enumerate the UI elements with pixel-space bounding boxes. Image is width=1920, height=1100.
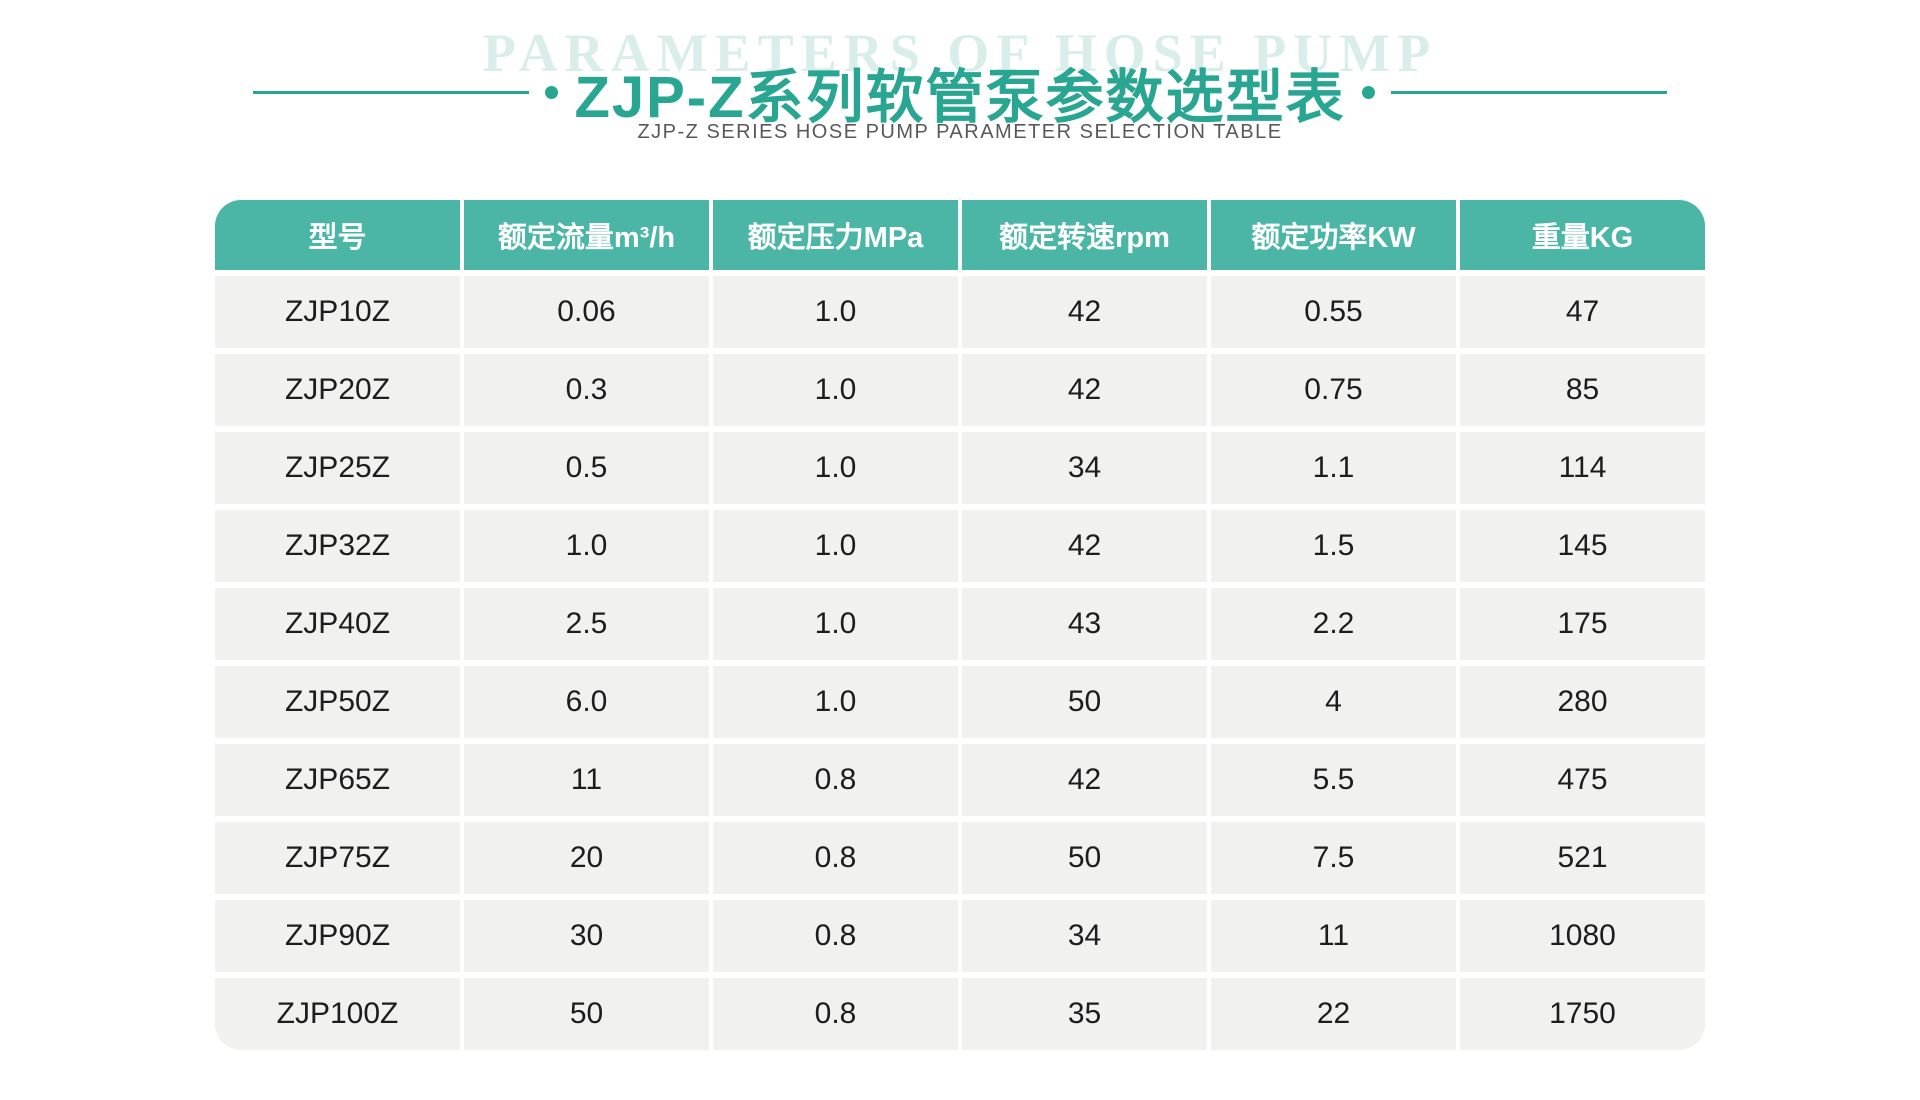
title-rule-right [1390,90,1667,94]
value-cell: 0.06 [464,276,709,348]
value-cell: 0.8 [713,744,958,816]
value-cell: 47 [1460,276,1705,348]
value-cell: 521 [1460,822,1705,894]
table-row: ZJP10Z 0.06 1.0 42 0.55 47 [215,276,1705,348]
title-row: ZJP-Z系列软管泵参数选型表 [0,50,1920,134]
column-header: 型号 [215,200,460,270]
model-cell: ZJP10Z [215,276,460,348]
value-cell: 0.75 [1211,354,1456,426]
value-cell: 43 [962,588,1207,660]
title-dot-left-icon [545,85,559,99]
table-row: ZJP25Z 0.5 1.0 34 1.1 114 [215,432,1705,504]
value-cell: 0.55 [1211,276,1456,348]
value-cell: 42 [962,276,1207,348]
model-cell: ZJP25Z [215,432,460,504]
value-cell: 1.0 [713,432,958,504]
value-cell: 1080 [1460,900,1705,972]
table-row: ZJP32Z 1.0 1.0 42 1.5 145 [215,510,1705,582]
model-cell: ZJP20Z [215,354,460,426]
value-cell: 50 [464,978,709,1050]
value-cell: 1750 [1460,978,1705,1050]
value-cell: 11 [464,744,709,816]
model-cell: ZJP50Z [215,666,460,738]
value-cell: 280 [1460,666,1705,738]
value-cell: 7.5 [1211,822,1456,894]
title-rule-left [253,90,530,94]
column-header: 额定功率KW [1211,200,1456,270]
column-header: 重量KG [1460,200,1705,270]
value-cell: 0.8 [713,900,958,972]
value-cell: 35 [962,978,1207,1050]
model-cell: ZJP65Z [215,744,460,816]
table-header: 型号 额定流量m³/h 额定压力MPa 额定转速rpm 额定功率KW 重量KG [215,200,1705,270]
spec-table: 型号 额定流量m³/h 额定压力MPa 额定转速rpm 额定功率KW 重量KG ZJP10… [211,194,1709,1056]
value-cell: 85 [1460,354,1705,426]
value-cell: 1.0 [464,510,709,582]
table-body: ZJP10Z 0.06 1.0 42 0.55 47 ZJP20Z 0.3 1.0 42 0.75 8… [215,276,1705,1050]
watermark-text: PARAMETERS OF HOSE PUMP [482,23,1438,83]
value-cell: 42 [962,354,1207,426]
model-cell: ZJP40Z [215,588,460,660]
value-cell: 0.8 [713,978,958,1050]
value-cell: 34 [962,432,1207,504]
value-cell: 1.0 [713,354,958,426]
value-cell: 42 [962,744,1207,816]
value-cell: 1.0 [713,276,958,348]
value-cell: 30 [464,900,709,972]
value-cell: 1.0 [713,510,958,582]
column-header: 额定压力MPa [713,200,958,270]
value-cell: 475 [1460,744,1705,816]
value-cell: 34 [962,900,1207,972]
value-cell: 2.2 [1211,588,1456,660]
value-cell: 1.0 [713,588,958,660]
table-row: ZJP50Z 6.0 1.0 50 4 280 [215,666,1705,738]
value-cell: 145 [1460,510,1705,582]
value-cell: 22 [1211,978,1456,1050]
title-dot-right-icon [1361,85,1375,99]
column-header: 额定转速rpm [962,200,1207,270]
value-cell: 114 [1460,432,1705,504]
value-cell: 50 [962,666,1207,738]
page-title: ZJP-Z系列软管泵参数选型表 [574,65,1346,130]
value-cell: 42 [962,510,1207,582]
column-header: 额定流量m³/h [464,200,709,270]
page-subtitle: ZJP-Z SERIES HOSE PUMP PARAMETER SELECTI… [637,121,1283,143]
value-cell: 0.8 [713,822,958,894]
model-cell: ZJP32Z [215,510,460,582]
table-row: ZJP20Z 0.3 1.0 42 0.75 85 [215,354,1705,426]
model-cell: ZJP90Z [215,900,460,972]
table-row: ZJP100Z 50 0.8 35 22 1750 [215,978,1705,1050]
value-cell: 11 [1211,900,1456,972]
value-cell: 0.3 [464,354,709,426]
model-cell: ZJP100Z [215,978,460,1050]
value-cell: 4 [1211,666,1456,738]
value-cell: 2.5 [464,588,709,660]
value-cell: 1.1 [1211,432,1456,504]
model-cell: ZJP75Z [215,822,460,894]
table-row: ZJP40Z 2.5 1.0 43 2.2 175 [215,588,1705,660]
value-cell: 175 [1460,588,1705,660]
value-cell: 5.5 [1211,744,1456,816]
value-cell: 0.5 [464,432,709,504]
value-cell: 50 [962,822,1207,894]
header-row: 型号 额定流量m³/h 额定压力MPa 额定转速rpm 额定功率KW 重量KG [215,200,1705,270]
value-cell: 6.0 [464,666,709,738]
table-row: ZJP75Z 20 0.8 50 7.5 521 [215,822,1705,894]
value-cell: 1.0 [713,666,958,738]
value-cell: 1.5 [1211,510,1456,582]
value-cell: 20 [464,822,709,894]
table-row: ZJP65Z 11 0.8 42 5.5 475 [215,744,1705,816]
table-row: ZJP90Z 30 0.8 34 11 1080 [215,900,1705,972]
title-block: PARAMETERS OF HOSE PUMP ZJP-Z系列软管泵参数选型表 … [0,0,1920,194]
